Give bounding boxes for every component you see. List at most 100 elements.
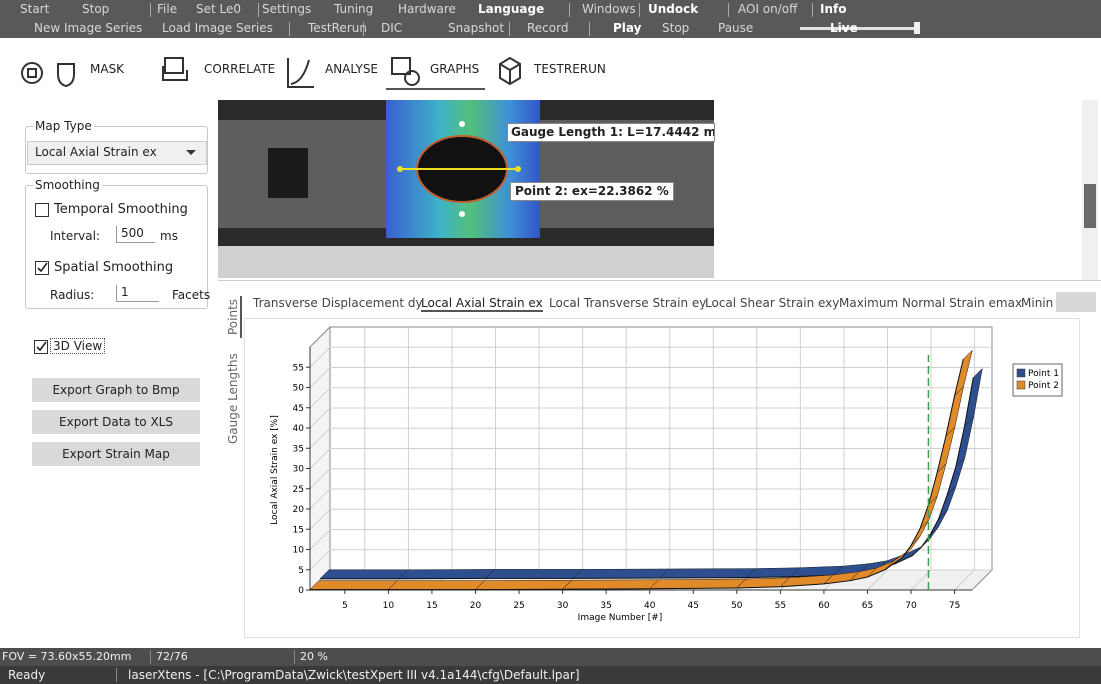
vertical-tab[interactable]: Gauge Lengths bbox=[226, 353, 240, 445]
menu-item[interactable]: Snapshot bbox=[448, 21, 505, 35]
x-tick-label: 65 bbox=[862, 601, 873, 611]
menu-item[interactable]: Play bbox=[613, 21, 642, 35]
menu-item[interactable]: DIC bbox=[381, 21, 403, 35]
menu-item[interactable]: Stop bbox=[82, 2, 110, 16]
file-path: laserXtens - [C:\ProgramData\Zwick\testX… bbox=[128, 668, 580, 682]
y-tick-label: 10 bbox=[293, 546, 305, 556]
tab[interactable]: CORRELATE bbox=[204, 62, 276, 76]
separator bbox=[116, 668, 117, 682]
tab[interactable]: ANALYSE bbox=[325, 62, 379, 76]
separator bbox=[294, 650, 295, 664]
x-tick-label: 70 bbox=[905, 601, 917, 611]
menu-item[interactable]: Settings bbox=[262, 2, 312, 16]
group-title: Map Type bbox=[33, 119, 94, 133]
ribbon-segment bbox=[571, 568, 670, 579]
separator bbox=[363, 22, 364, 36]
export-button[interactable]: Export Graph to Bmp bbox=[32, 378, 200, 402]
x-tick-label: 5 bbox=[342, 601, 348, 611]
gauge-label: Gauge Length 1: L=17.4442 mm / ( bbox=[507, 123, 715, 142]
dropdown-arrow[interactable] bbox=[186, 150, 196, 155]
vertical-tab[interactable]: Points bbox=[226, 296, 242, 338]
toolbar-row-2 bbox=[0, 19, 1101, 38]
menu-item[interactable]: Hardware bbox=[398, 2, 456, 16]
menu-item[interactable]: Set Le0 bbox=[196, 2, 242, 16]
menu-item[interactable]: New Image Series bbox=[34, 21, 143, 35]
export-button[interactable]: Export Strain Map bbox=[32, 442, 200, 466]
frame: 72/76 bbox=[156, 650, 188, 663]
graph-tab[interactable]: Local Axial Strain ex bbox=[421, 296, 543, 312]
grid-line bbox=[309, 529, 992, 550]
menu-item[interactable]: Load Image Series bbox=[162, 21, 273, 35]
menu-item[interactable]: AOI on/off bbox=[738, 2, 798, 16]
graph-tab[interactable]: Local Transverse Strain ey bbox=[549, 296, 707, 310]
slider-track[interactable] bbox=[800, 27, 920, 30]
separator bbox=[569, 3, 570, 17]
y-axis-title: Local Axial Strain ex [%] bbox=[270, 415, 280, 525]
grid-line bbox=[309, 387, 992, 409]
ribbon-segment bbox=[309, 580, 398, 590]
spatial-checkbox[interactable] bbox=[35, 261, 49, 275]
menu-item[interactable]: Live bbox=[830, 21, 858, 35]
y-tick-label: 20 bbox=[293, 505, 305, 515]
graph-tab[interactable]: Local Shear Strain exy bbox=[705, 296, 840, 310]
x-tick-label: 20 bbox=[470, 601, 482, 611]
y-tick-label: 5 bbox=[298, 566, 304, 576]
y-tick-label: 55 bbox=[293, 363, 304, 373]
grid-line bbox=[309, 367, 992, 388]
tab-icons bbox=[21, 56, 521, 90]
export-button[interactable]: Export Data to XLS bbox=[32, 410, 200, 434]
x-tick-label: 40 bbox=[644, 601, 656, 611]
x-tick-label: 60 bbox=[818, 601, 830, 611]
menu-item[interactable]: File bbox=[157, 2, 178, 16]
tab[interactable]: TESTRERUN bbox=[534, 62, 606, 76]
legend-swatch bbox=[1016, 368, 1026, 378]
map-type-dropdown[interactable] bbox=[27, 141, 207, 165]
tab[interactable]: GRAPHS bbox=[430, 62, 480, 76]
toolbar-row-1 bbox=[0, 0, 1101, 19]
ribbon-segment bbox=[484, 569, 583, 579]
smoothing-group bbox=[25, 185, 208, 309]
menu-item[interactable]: Record bbox=[527, 21, 569, 35]
x-tick-label: 50 bbox=[731, 601, 743, 611]
menu-item[interactable]: Stop bbox=[662, 21, 690, 35]
graph-tab[interactable]: Maximum Normal Strain emax bbox=[839, 296, 1023, 310]
menu-item[interactable]: Windows bbox=[582, 2, 636, 16]
y-tick-label: 40 bbox=[293, 424, 305, 434]
field-unit: ms bbox=[160, 229, 178, 243]
separator bbox=[589, 22, 590, 36]
x-tick-label: 25 bbox=[513, 601, 524, 611]
grid-line bbox=[867, 327, 888, 591]
menu-item[interactable]: Language bbox=[478, 2, 545, 16]
menu-item[interactable]: Start bbox=[20, 2, 50, 16]
y-tick-label: 45 bbox=[293, 404, 304, 414]
grid-line bbox=[309, 407, 992, 429]
map-type-group bbox=[25, 126, 208, 174]
x-tick-label: 15 bbox=[426, 601, 437, 611]
slider-thumb[interactable] bbox=[914, 22, 920, 34]
graph-tab[interactable]: Minin bbox=[1021, 296, 1054, 310]
x-tick-label: 35 bbox=[600, 601, 611, 611]
tab-scroll[interactable] bbox=[1056, 292, 1096, 312]
legend-label: Point 1 bbox=[1028, 369, 1059, 379]
x-tick-label: 10 bbox=[383, 601, 395, 611]
menu-item[interactable]: TestRerun bbox=[308, 21, 367, 35]
menu-item[interactable]: Pause bbox=[718, 21, 754, 35]
ribbon-segment bbox=[561, 579, 660, 590]
interval-input[interactable]: 500 bbox=[116, 226, 155, 243]
checkbox-label: Temporal Smoothing bbox=[54, 202, 188, 217]
tab[interactable]: MASK bbox=[90, 62, 125, 76]
chart-panel bbox=[244, 318, 1080, 638]
3d-view-checkbox[interactable] bbox=[34, 340, 48, 354]
radius-input[interactable]: 1 bbox=[116, 285, 159, 302]
separator bbox=[150, 650, 151, 664]
graph-tab[interactable]: Transverse Displacement dy bbox=[253, 296, 423, 310]
temporal-checkbox[interactable] bbox=[35, 203, 49, 217]
y-tick-label: 30 bbox=[293, 465, 305, 475]
menu-item[interactable]: Undock bbox=[648, 2, 699, 16]
menu-item[interactable]: Info bbox=[820, 2, 847, 16]
separator bbox=[258, 3, 259, 17]
scrollbar-thumb[interactable] bbox=[1084, 184, 1096, 228]
menu-item[interactable]: Tuning bbox=[334, 2, 374, 16]
